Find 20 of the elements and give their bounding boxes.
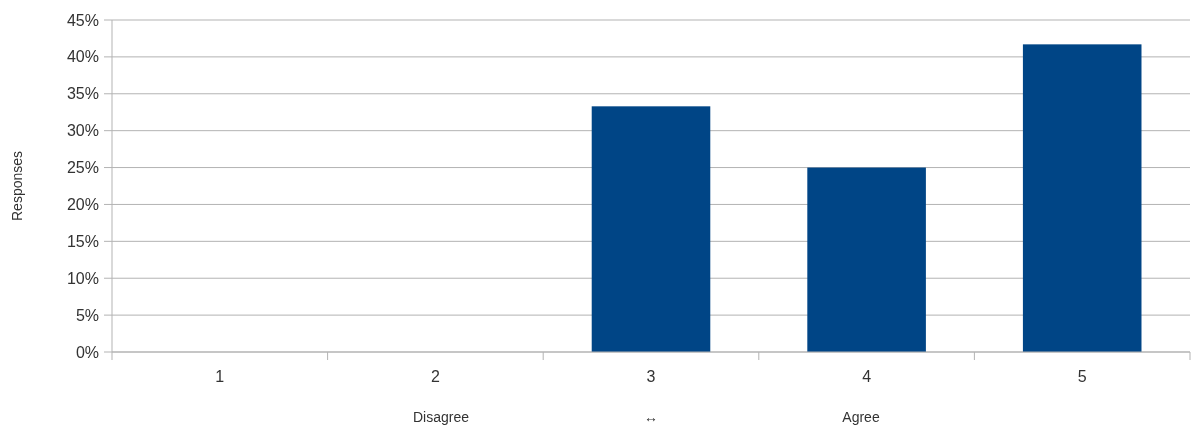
y-tick-label: 15% bbox=[66, 232, 99, 250]
y-tick-label: 45% bbox=[66, 11, 99, 29]
bar bbox=[807, 167, 926, 352]
y-tick-label: 40% bbox=[66, 48, 99, 66]
y-tick-label: 10% bbox=[66, 269, 99, 287]
y-tick-label: 5% bbox=[75, 306, 99, 324]
x-tick-label: 1 bbox=[215, 368, 225, 385]
y-tick-label: 30% bbox=[66, 122, 99, 140]
text: Disagree ↔ Agree bbox=[412, 409, 880, 425]
y-tick-label: 20% bbox=[66, 196, 99, 214]
bar bbox=[591, 106, 711, 352]
x-tick-label: 5 bbox=[1077, 368, 1087, 385]
x-tick-label: 2 bbox=[430, 368, 440, 385]
y-tick-label: 35% bbox=[66, 85, 99, 103]
x-tick-label: 3 bbox=[646, 368, 656, 385]
y-axis-title: Responses bbox=[9, 150, 25, 222]
bar bbox=[1022, 44, 1142, 352]
y-tick-label: 25% bbox=[66, 159, 99, 177]
x-tick-label: 4 bbox=[862, 368, 872, 385]
y-tick-label: 0% bbox=[75, 343, 99, 361]
